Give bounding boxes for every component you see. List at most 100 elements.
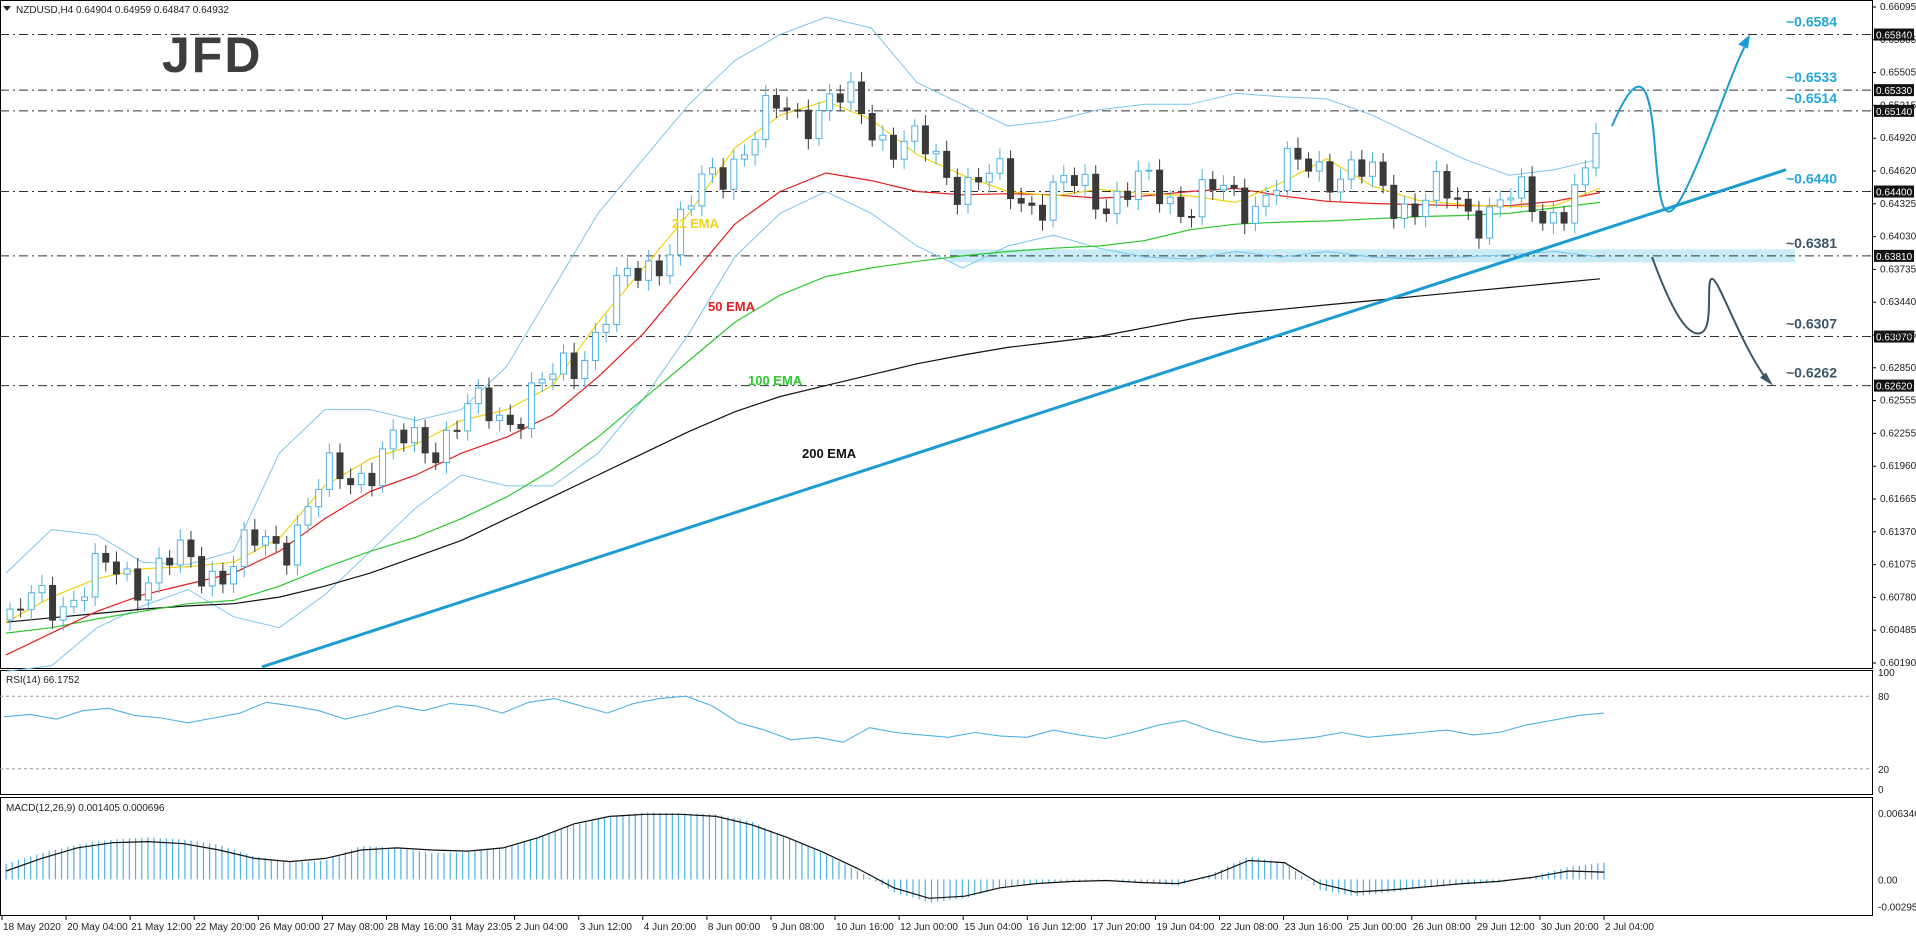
bullish-arrowhead bbox=[1738, 34, 1750, 49]
x-tick-label: 3 Jun 12:00 bbox=[580, 922, 633, 933]
y-tick-label: 0.61370 bbox=[1880, 527, 1916, 538]
candle-body bbox=[261, 536, 269, 546]
candle-body bbox=[1475, 210, 1483, 239]
candle-body bbox=[506, 414, 514, 425]
bearish-projection bbox=[1651, 256, 1769, 382]
candle-body bbox=[666, 254, 674, 277]
y-tick-label: 0.64325 bbox=[1880, 199, 1916, 210]
candle-body bbox=[591, 331, 599, 361]
level-axis-box bbox=[1874, 28, 1914, 41]
candle-body bbox=[1581, 167, 1589, 186]
candle-body bbox=[677, 208, 685, 256]
y-tick-label: 0.62255 bbox=[1880, 428, 1916, 439]
uptrend-line bbox=[261, 168, 1787, 669]
candle-body bbox=[134, 568, 142, 601]
candle-body bbox=[59, 606, 67, 621]
candle-body bbox=[1230, 184, 1238, 189]
candle-body bbox=[560, 352, 568, 375]
candle-body bbox=[1124, 190, 1132, 200]
level-axis-label: 0.65140 bbox=[1876, 107, 1913, 118]
candle-body bbox=[485, 387, 493, 422]
candle-body bbox=[581, 359, 589, 379]
x-tick-label: 2 Jun 04:00 bbox=[516, 922, 569, 933]
level-label: ~0.6307 bbox=[1786, 316, 1837, 332]
candle-body bbox=[38, 584, 46, 594]
candle-body bbox=[953, 176, 961, 205]
macd-signal-line bbox=[5, 813, 1605, 899]
candle-body bbox=[730, 158, 738, 190]
bearish-arrowhead bbox=[1760, 372, 1773, 386]
y-tick-label: 0.64030 bbox=[1880, 232, 1916, 243]
candle-body bbox=[996, 158, 1004, 174]
candle-body bbox=[794, 109, 802, 112]
candle-body bbox=[325, 452, 333, 490]
candle-body bbox=[283, 542, 291, 566]
x-tick-label: 8 Jun 00:00 bbox=[708, 922, 761, 933]
y-tick-label: 0.60780 bbox=[1880, 592, 1916, 603]
candle-body bbox=[964, 177, 972, 205]
candle-body bbox=[1422, 199, 1430, 218]
x-tick-label: 4 Jun 20:00 bbox=[644, 922, 697, 933]
level-axis-box bbox=[1874, 185, 1914, 198]
level-axis-label: 0.62620 bbox=[1876, 382, 1913, 393]
candle-body bbox=[1198, 179, 1206, 218]
candle-body bbox=[879, 134, 887, 141]
x-tick-label: 27 May 08:00 bbox=[323, 922, 384, 933]
y-tick-label: 0.62555 bbox=[1880, 396, 1916, 407]
level-label: ~0.6381 bbox=[1786, 235, 1837, 251]
candle-body bbox=[1592, 133, 1600, 169]
jfd-logo: JFD bbox=[162, 27, 262, 83]
candle-body bbox=[474, 387, 482, 405]
level-axis-box bbox=[1874, 379, 1914, 392]
y-tick-label: 0.65805 bbox=[1880, 35, 1916, 46]
y-tick-label: 0.65505 bbox=[1880, 68, 1916, 79]
candle-body bbox=[698, 173, 706, 207]
candle-body bbox=[1358, 159, 1366, 177]
candle-body bbox=[315, 488, 323, 508]
candle-body bbox=[1432, 171, 1440, 201]
ema50-line bbox=[5, 172, 1601, 656]
candle-body bbox=[634, 267, 642, 281]
candle-body bbox=[613, 275, 621, 325]
candle-body bbox=[198, 556, 206, 587]
y-tick-label: 0.61665 bbox=[1880, 494, 1916, 505]
candle-body bbox=[1571, 184, 1579, 224]
candle-body bbox=[1273, 189, 1281, 196]
level-axis-label: 0.65840 bbox=[1876, 31, 1913, 42]
candle-body bbox=[453, 429, 461, 432]
candle-body bbox=[336, 452, 344, 480]
candle-body bbox=[1070, 175, 1078, 186]
candle-body bbox=[155, 557, 163, 584]
candle-body bbox=[379, 448, 387, 487]
y-tick-label: 0.65215 bbox=[1880, 100, 1916, 111]
candle-body bbox=[421, 427, 429, 454]
candle-body bbox=[1102, 208, 1110, 215]
x-tick-label: 26 Jun 08:00 bbox=[1413, 922, 1471, 933]
candle-body bbox=[985, 172, 993, 183]
candle-body bbox=[400, 429, 408, 444]
level-label: ~0.6262 bbox=[1786, 365, 1837, 381]
candle-body bbox=[932, 150, 940, 155]
candle-body bbox=[687, 205, 695, 210]
x-tick-label: 22 May 20:00 bbox=[195, 922, 256, 933]
ema100-line bbox=[5, 201, 1601, 634]
candle-body bbox=[1017, 198, 1025, 204]
candle-body bbox=[166, 557, 174, 566]
candle-body bbox=[1177, 196, 1185, 217]
level-axis-box bbox=[1874, 84, 1914, 97]
candle-body bbox=[1081, 173, 1089, 186]
bollinger-upper bbox=[5, 16, 1601, 574]
candle-body bbox=[219, 570, 227, 585]
candle-body bbox=[293, 524, 301, 566]
candle-body bbox=[1337, 178, 1345, 193]
y-tick-label: 0.63145 bbox=[1880, 330, 1916, 341]
main-panel-frame bbox=[0, 0, 1873, 669]
candle-body bbox=[1241, 187, 1249, 224]
x-tick-label: 15 Jun 04:00 bbox=[964, 922, 1022, 933]
candle-body bbox=[1060, 175, 1068, 183]
candle-body bbox=[1517, 176, 1525, 199]
candle-body bbox=[389, 429, 397, 450]
candle-body bbox=[889, 134, 897, 160]
x-tick-label: 30 Jun 20:00 bbox=[1541, 922, 1599, 933]
candle-body bbox=[144, 582, 152, 601]
